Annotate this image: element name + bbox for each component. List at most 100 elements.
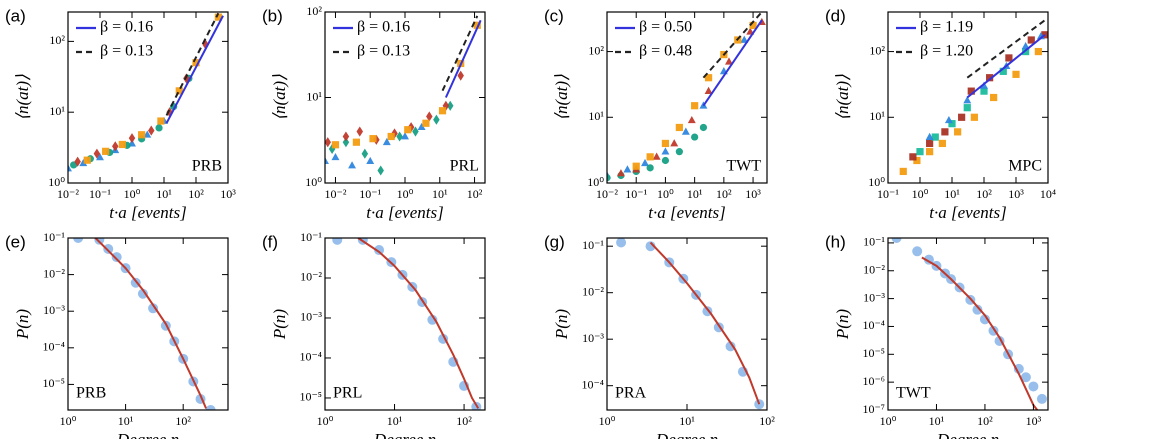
x-tick-label: 10³ bbox=[1008, 187, 1024, 201]
dataset-label: PRL bbox=[333, 385, 362, 402]
point bbox=[446, 100, 454, 111]
panel-label: (f) bbox=[262, 232, 278, 251]
point bbox=[931, 133, 939, 141]
x-tick-label: 10¹ bbox=[687, 187, 703, 201]
point bbox=[374, 245, 385, 256]
plot-area bbox=[325, 15, 482, 176]
y-tick-label: 10⁻¹ bbox=[863, 235, 885, 249]
y-axis-label: ⟨n(at)⟩ bbox=[13, 74, 32, 121]
point bbox=[681, 127, 690, 135]
y-tick-label: 10⁻² bbox=[300, 270, 322, 284]
x-tick-label: 10² bbox=[175, 414, 191, 428]
point bbox=[73, 238, 84, 243]
y-axis-label: P(n) bbox=[13, 309, 32, 341]
point bbox=[111, 252, 122, 263]
x-axis-label: t·a [events] bbox=[648, 203, 725, 222]
plot-area bbox=[332, 238, 482, 410]
point bbox=[958, 113, 966, 121]
point bbox=[970, 113, 978, 121]
panel: 10⁻² 10⁻¹ 10⁰ 10¹ 10² 10⁰ 10¹ 10² t·a [events] ⟨n… bbox=[262, 4, 486, 222]
point bbox=[331, 141, 340, 149]
point bbox=[148, 303, 159, 314]
x-tick-label: 10¹ bbox=[156, 187, 172, 201]
point bbox=[926, 139, 934, 148]
point bbox=[1005, 54, 1013, 62]
point bbox=[704, 74, 713, 82]
point bbox=[442, 100, 450, 111]
point bbox=[1020, 372, 1031, 383]
point bbox=[725, 341, 736, 352]
point bbox=[96, 153, 104, 161]
y-tick-label: 10¹ bbox=[49, 104, 65, 118]
panel-label: (e) bbox=[5, 232, 26, 251]
point bbox=[422, 119, 430, 127]
point bbox=[102, 147, 110, 155]
y-tick-label: 10⁻³ bbox=[43, 303, 65, 317]
legend-label: β = 0.50 bbox=[639, 19, 692, 36]
point bbox=[1027, 36, 1035, 44]
dataset-label: PRA bbox=[615, 385, 647, 402]
point bbox=[417, 122, 426, 131]
y-tick-label: 10⁻¹ bbox=[43, 230, 65, 244]
point bbox=[926, 148, 934, 156]
x-tick-label: 10¹ bbox=[944, 187, 960, 201]
panel-label: (g) bbox=[544, 232, 565, 251]
y-tick-label: 10⁰ bbox=[305, 175, 322, 189]
x-tick-label: 10⁰ bbox=[880, 414, 897, 428]
point bbox=[652, 152, 661, 160]
x-tick-label: 10² bbox=[716, 187, 732, 201]
point bbox=[1028, 381, 1039, 392]
point bbox=[93, 148, 101, 159]
y-axis-label: P(n) bbox=[270, 309, 289, 341]
point bbox=[361, 148, 369, 159]
x-tick-label: 10³ bbox=[1026, 414, 1042, 428]
point bbox=[137, 288, 148, 299]
point bbox=[325, 137, 331, 148]
legend-label: β = 0.48 bbox=[639, 43, 692, 60]
point bbox=[118, 140, 126, 149]
fit-line bbox=[444, 19, 482, 98]
point bbox=[916, 148, 924, 156]
point bbox=[999, 67, 1007, 75]
point bbox=[725, 57, 733, 65]
legend-label: β = 0.16 bbox=[357, 19, 410, 36]
point bbox=[990, 93, 998, 102]
x-tick-label: 10⁰ bbox=[317, 414, 334, 428]
y-tick-label: 10⁻⁴ bbox=[862, 318, 885, 332]
x-axis-label: t·a [events] bbox=[109, 203, 186, 222]
fit-line bbox=[702, 19, 763, 107]
x-tick-label: 10² bbox=[976, 187, 992, 201]
x-tick-label: 10⁰ bbox=[912, 187, 929, 201]
y-tick-label: 10⁻⁴ bbox=[581, 377, 604, 391]
y-tick-label: 10² bbox=[49, 33, 65, 47]
y-axis-label: ⟨n(at)⟩ bbox=[833, 74, 852, 121]
dataset-label: TWT bbox=[896, 385, 931, 402]
y-tick-label: 10⁻² bbox=[863, 263, 885, 277]
point bbox=[979, 314, 990, 325]
fit-line bbox=[165, 12, 220, 116]
point bbox=[891, 238, 902, 243]
dataset-label: PRL bbox=[450, 158, 479, 175]
frame bbox=[324, 237, 486, 411]
x-tick-label: 10³ bbox=[220, 187, 236, 201]
panel: 10⁰ 10¹ 10² 10⁻⁵ 10⁻⁴ 10⁻³ 10⁻² 10⁻¹ Degree n P(n… bbox=[5, 230, 229, 439]
dataset-label: PRB bbox=[76, 385, 106, 402]
x-tick-label: 10⁻² bbox=[596, 187, 618, 201]
y-tick-label: 10⁻⁴ bbox=[299, 350, 322, 364]
point bbox=[661, 147, 670, 155]
point bbox=[670, 139, 679, 147]
plot-area bbox=[616, 238, 765, 410]
x-tick-label: 10¹ bbox=[432, 187, 448, 201]
y-tick-label: 10⁻³ bbox=[582, 331, 604, 345]
panel-label: (h) bbox=[825, 232, 846, 251]
point bbox=[986, 74, 994, 82]
point bbox=[1021, 42, 1030, 50]
point bbox=[348, 161, 357, 169]
y-tick-label: 10¹ bbox=[588, 109, 604, 123]
point bbox=[675, 148, 683, 156]
point bbox=[332, 238, 343, 245]
plot-area bbox=[73, 238, 216, 410]
point bbox=[641, 158, 649, 167]
x-tick-label: 10⁰ bbox=[397, 187, 414, 201]
point bbox=[192, 59, 200, 67]
